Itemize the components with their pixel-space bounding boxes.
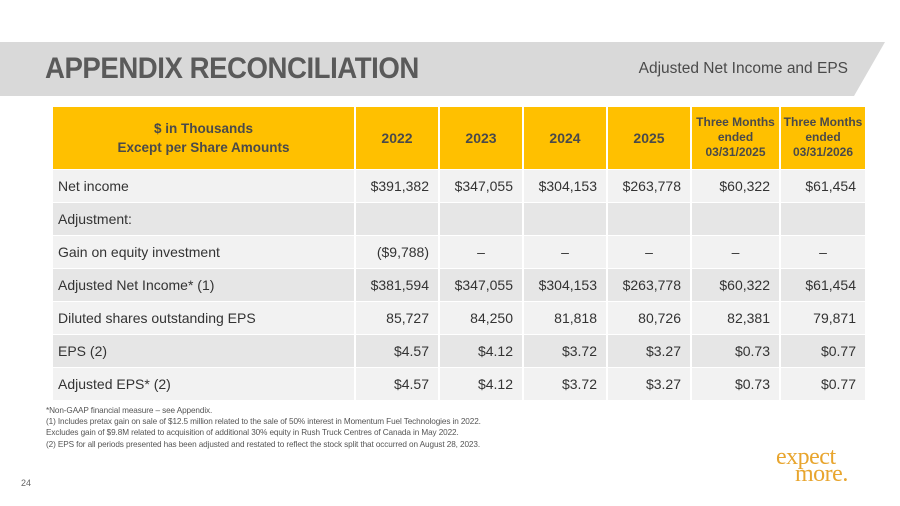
row-label: Adjustment: xyxy=(53,201,356,235)
cell: $391,382 xyxy=(355,168,440,202)
row-adjusted-eps: Adjusted EPS* (2) $4.57 $4.12 $3.72 $3.2… xyxy=(53,366,865,400)
label-header-line2: Except per Share Amounts xyxy=(117,139,290,155)
q1-header-line3: 03/31/2025 xyxy=(705,145,766,160)
cell: – xyxy=(607,234,692,268)
cell: 84,250 xyxy=(439,300,524,334)
label-header-line1: $ in Thousands xyxy=(153,120,253,136)
cell: $4.57 xyxy=(355,333,440,367)
cell: $347,055 xyxy=(439,168,524,202)
cell xyxy=(355,201,440,235)
cell: 82,381 xyxy=(691,300,781,334)
cell: $3.27 xyxy=(607,333,692,367)
row-adjusted-net-income: Adjusted Net Income* (1) $381,594 $347,0… xyxy=(53,267,865,301)
q2-header-line2: ended xyxy=(805,130,841,145)
footnote-non-gaap: *Non-GAAP financial measure – see Append… xyxy=(46,406,213,415)
footnote-1-cont: Excludes gain of $9.8M related to acquis… xyxy=(46,428,459,438)
row-gain-on-equity: Gain on equity investment ($9,788) – – –… xyxy=(53,234,865,268)
page-subtitle: Adjusted Net Income and EPS xyxy=(638,60,848,77)
logo-line1: expect xyxy=(776,444,836,470)
cell: $347,055 xyxy=(439,267,524,301)
q2-header-line3: 03/31/2026 xyxy=(792,145,854,160)
column-header-q1-2025: Three Months ended 03/31/2025 xyxy=(691,107,781,169)
cell: $61,454 xyxy=(780,267,865,301)
cell: $0.77 xyxy=(780,333,865,367)
row-eps: EPS (2) $4.57 $4.12 $3.72 $3.27 $0.73 $0… xyxy=(53,333,865,367)
row-diluted-shares: Diluted shares outstanding EPS 85,727 84… xyxy=(53,300,865,334)
logo-line2: more. xyxy=(795,461,848,487)
reconciliation-table: $ in Thousands Except per Share Amounts … xyxy=(53,107,865,400)
cell: 80,726 xyxy=(607,300,692,334)
cell xyxy=(439,201,524,235)
q1-header-line2: ended xyxy=(717,130,754,145)
cell: $304,153 xyxy=(523,267,608,301)
footnote-1: (1) Includes pretax gain on sale of $12.… xyxy=(46,417,481,427)
cell: $0.77 xyxy=(780,366,865,400)
column-header-2023: 2023 xyxy=(439,107,524,169)
cell: $0.73 xyxy=(691,366,781,400)
row-label: EPS (2) xyxy=(53,333,356,367)
cell: $60,322 xyxy=(691,168,781,202)
cell: – xyxy=(691,234,781,268)
table-header-row: $ in Thousands Except per Share Amounts … xyxy=(53,107,865,169)
cell: 85,727 xyxy=(355,300,440,334)
cell xyxy=(691,201,781,235)
cell: – xyxy=(523,234,608,268)
column-header-2024: 2024 xyxy=(523,107,608,169)
row-adjustment: Adjustment: xyxy=(53,201,865,235)
column-header-2022: 2022 xyxy=(355,107,440,169)
cell: $0.73 xyxy=(691,333,781,367)
footnotes: *Non-GAAP financial measure – see Append… xyxy=(46,405,481,450)
title-banner xyxy=(0,42,885,96)
cell: $60,322 xyxy=(691,267,781,301)
cell: $304,153 xyxy=(523,168,608,202)
cell: $263,778 xyxy=(607,267,692,301)
footnote-2: (2) EPS for all periods presented has be… xyxy=(46,439,480,449)
cell: ($9,788) xyxy=(355,234,440,268)
q1-header-line1: Three Months xyxy=(696,115,775,130)
row-label: Adjusted EPS* (2) xyxy=(53,366,356,400)
cell xyxy=(607,201,692,235)
page-number: 24 xyxy=(21,478,32,488)
row-label: Gain on equity investment xyxy=(53,234,356,268)
expect-more-logo: expect more. xyxy=(776,444,880,488)
cell: $4.12 xyxy=(439,366,524,400)
cell: $4.57 xyxy=(355,366,440,400)
cell: 79,871 xyxy=(780,300,865,334)
row-label: Diluted shares outstanding EPS xyxy=(53,300,356,334)
cell: $381,594 xyxy=(355,267,440,301)
page-title: APPENDIX RECONCILIATION xyxy=(45,52,419,85)
cell: $3.72 xyxy=(523,366,608,400)
cell: 81,818 xyxy=(523,300,608,334)
cell: $61,454 xyxy=(780,168,865,202)
q2-header-line1: Three Months xyxy=(783,115,863,130)
cell: $263,778 xyxy=(607,168,692,202)
cell xyxy=(780,201,865,235)
row-label: Net income xyxy=(53,168,356,202)
row-net-income: Net income $391,382 $347,055 $304,153 $2… xyxy=(53,168,865,202)
column-header-q1-2026: Three Months ended 03/31/2026 xyxy=(780,107,865,169)
cell: – xyxy=(439,234,524,268)
cell: $3.27 xyxy=(607,366,692,400)
row-label: Adjusted Net Income* (1) xyxy=(53,267,356,301)
label-column-header: $ in Thousands Except per Share Amounts xyxy=(53,107,356,169)
cell xyxy=(523,201,608,235)
cell: $4.12 xyxy=(439,333,524,367)
column-header-2025: 2025 xyxy=(607,107,692,169)
cell: $3.72 xyxy=(523,333,608,367)
cell: – xyxy=(780,234,865,268)
